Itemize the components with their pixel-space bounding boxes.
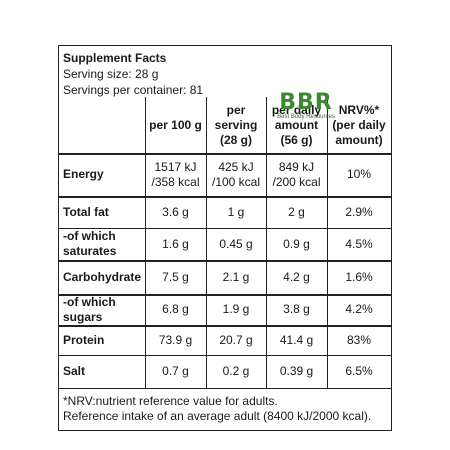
table-cell: 2 g <box>288 204 305 219</box>
footnote: *NRV:nutrient reference value for adults… <box>63 394 371 424</box>
table-column-rule <box>327 97 328 388</box>
table-cell: 3.6 g <box>162 204 189 219</box>
table-cell: 2.9% <box>345 204 373 219</box>
table-rule <box>59 228 391 229</box>
footnote-line: Reference intake of an average adult (84… <box>63 409 372 423</box>
table-cell: 849 kJ /200 kcal <box>272 159 321 189</box>
table-cell: 6.5% <box>345 364 373 378</box>
table-cell: 83% <box>346 332 372 347</box>
column-header: per daily amount (56 g) <box>271 102 322 147</box>
table-cell: 73.9 g <box>158 332 193 347</box>
nutrient-label: -of which saturates <box>63 229 117 258</box>
servings-per-container: Servings per container: 81 <box>63 83 204 97</box>
table-rule <box>59 355 391 356</box>
table-cell: 1.6 g <box>162 236 189 251</box>
table-cell: 6.8 g <box>162 302 189 316</box>
serving-size: Serving size: 28 g <box>63 67 159 81</box>
table-rule <box>59 260 391 262</box>
table-rule <box>59 294 391 296</box>
nutrient-label: Energy <box>63 167 104 181</box>
table-cell: 0.39 g <box>279 364 314 378</box>
nutrient-label: Protein <box>63 332 105 347</box>
table-cell: 1517 kJ /358 kcal <box>151 159 200 189</box>
table-cell: 0.9 g <box>283 236 310 251</box>
table-rule <box>59 153 391 155</box>
table-cell: 0.45 g <box>219 236 253 251</box>
footnote-line: *NRV:nutrient reference value for adults… <box>63 394 278 408</box>
table-column-rule <box>206 97 207 388</box>
table-rule <box>59 196 391 198</box>
table-column-rule <box>266 97 267 388</box>
table-cell: 41.4 g <box>279 332 314 347</box>
table-cell: 1.9 g <box>222 302 250 316</box>
table-rule <box>59 325 391 327</box>
table-cell: 0.2 g <box>222 364 250 378</box>
nutrient-label: Total fat <box>63 204 109 219</box>
table-cell: 10% <box>346 167 372 181</box>
column-header: per 100 g <box>149 117 202 132</box>
table-cell: 4.5% <box>345 236 373 251</box>
nutrient-label: Carbohydrate <box>63 269 142 284</box>
supplement-facts-panel: Supplement Facts Serving size: 28 g Serv… <box>58 45 392 431</box>
table-cell: 0.7 g <box>162 364 189 378</box>
nutrient-label: -of which sugars <box>63 294 116 324</box>
table-cell: 3.8 g <box>283 302 310 316</box>
table-cell: 1.6% <box>345 269 373 284</box>
table-cell: 1 g <box>227 204 245 219</box>
nutrition-table: per 100 g per serving (28 g) per daily amo… <box>59 97 391 389</box>
table-cell: 7.5 g <box>162 269 189 284</box>
nutrient-label: Salt <box>63 364 86 378</box>
table-cell: 20.7 g <box>219 332 253 347</box>
table-cell: 4.2 g <box>283 269 310 284</box>
column-header: NRV%* (per daily amount) <box>332 102 386 147</box>
panel-header: Supplement Facts Serving size: 28 g Serv… <box>63 50 203 98</box>
table-rule <box>59 388 391 389</box>
column-header: per serving (28 g) <box>214 102 258 147</box>
panel-title: Supplement Facts <box>63 51 167 65</box>
table-cell: 4.2% <box>345 302 373 316</box>
table-cell: 425 kJ /100 kcal <box>211 159 261 189</box>
table-cell: 2.1 g <box>222 269 250 284</box>
table-column-rule <box>145 97 146 388</box>
